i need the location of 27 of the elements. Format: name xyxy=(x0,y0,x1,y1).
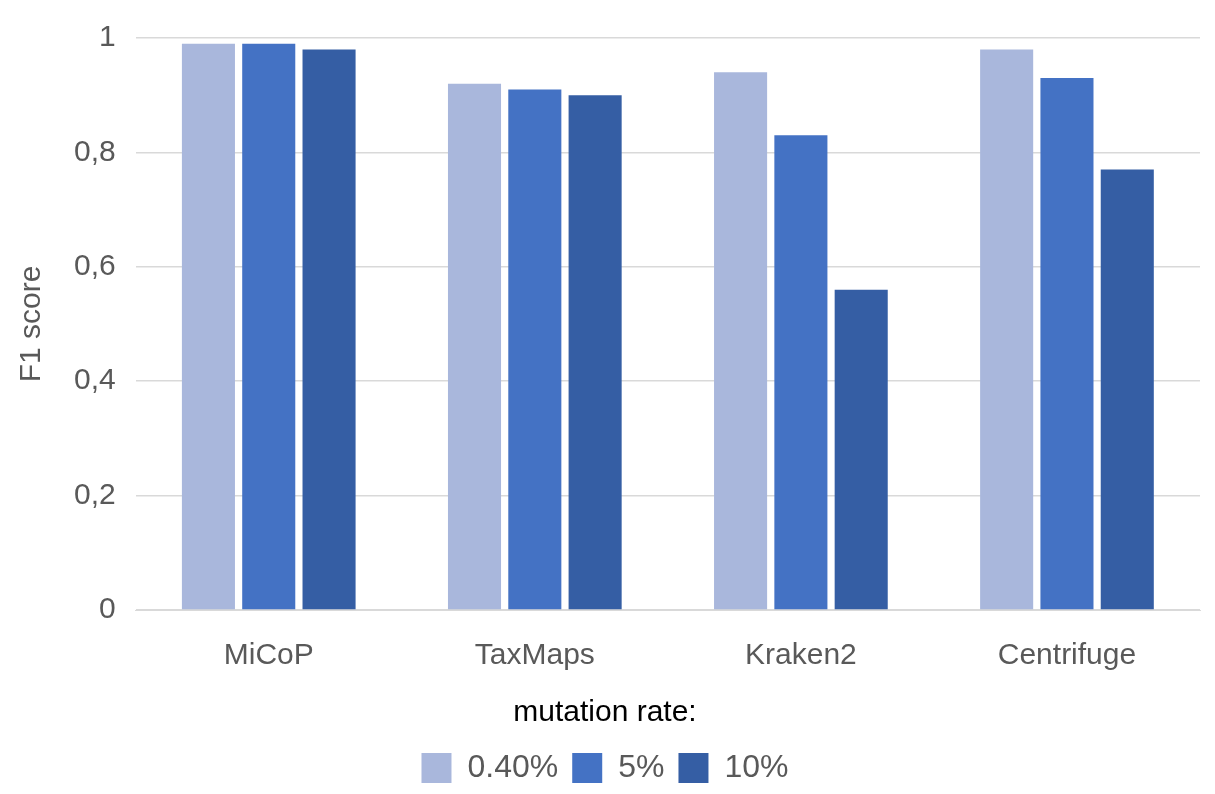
bar xyxy=(834,289,888,610)
legend-label: 0.40% xyxy=(467,747,559,784)
legend-label: 10% xyxy=(724,747,789,784)
y-tick-label: 0,6 xyxy=(73,248,116,282)
y-tick-label: 0 xyxy=(99,591,116,625)
bar xyxy=(447,83,502,610)
bar xyxy=(242,43,296,610)
x-tick-label: Centrifuge xyxy=(997,637,1137,671)
y-axis-title: F1 score xyxy=(13,265,47,383)
bar xyxy=(508,89,562,610)
legend-title: mutation rate: xyxy=(513,694,697,728)
y-tick-label: 0,8 xyxy=(73,133,116,167)
bar xyxy=(1040,78,1094,610)
y-tick-label: 0,2 xyxy=(73,476,116,510)
bar xyxy=(980,49,1034,610)
y-tick-label: 0,4 xyxy=(73,362,116,396)
bar xyxy=(568,95,622,610)
bar xyxy=(1100,169,1154,610)
x-tick-label: TaxMaps xyxy=(474,637,595,671)
x-tick-label: MiCoP xyxy=(223,637,314,671)
legend-label: 5% xyxy=(618,747,665,784)
bar xyxy=(774,135,828,610)
bar xyxy=(714,72,768,610)
y-tick-label: 1 xyxy=(99,19,116,53)
x-tick-label: Kraken2 xyxy=(745,637,857,671)
bar xyxy=(302,49,356,610)
bar xyxy=(181,43,235,610)
